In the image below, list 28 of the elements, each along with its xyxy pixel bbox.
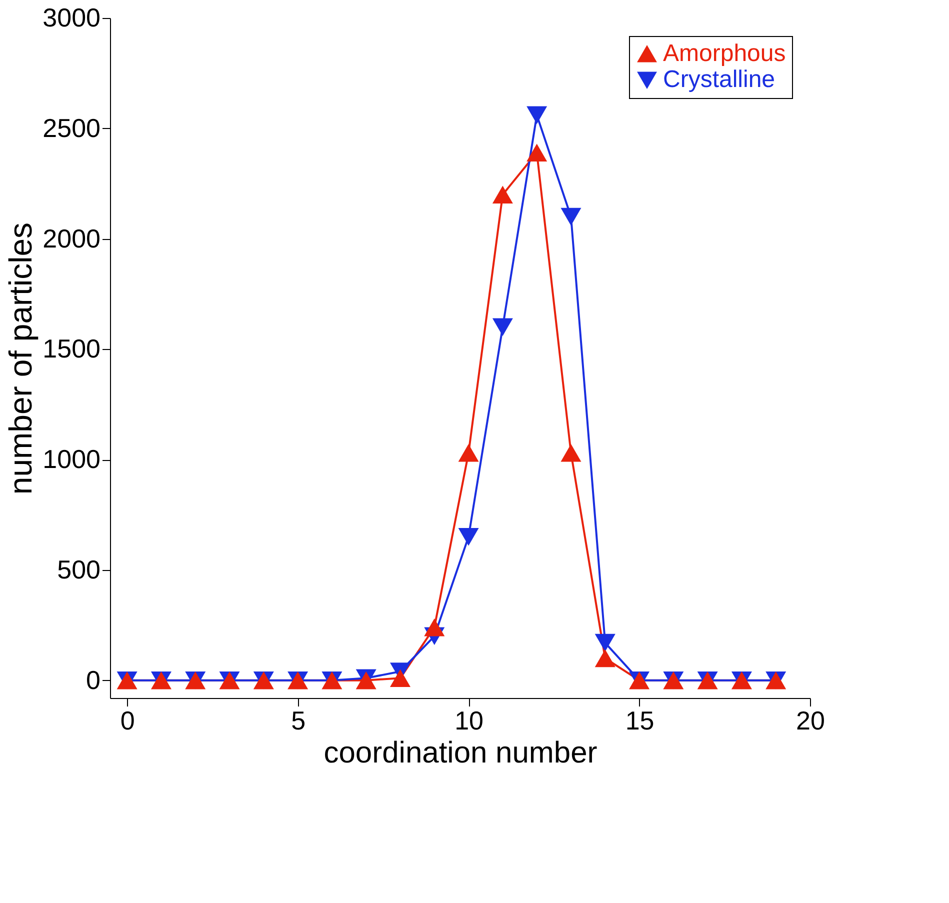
x-tick-label: 15 <box>625 706 654 736</box>
point <box>526 144 548 162</box>
y-tick-label: 1000 <box>42 444 100 474</box>
legend-label: Crystalline <box>663 66 776 93</box>
point <box>492 186 513 204</box>
point <box>424 618 445 636</box>
point <box>594 649 616 668</box>
point <box>560 444 582 462</box>
point <box>458 444 479 462</box>
y-tick-label: 3000 <box>42 2 100 32</box>
y-tick-label: 2000 <box>42 223 100 254</box>
x-tick-label: 10 <box>454 706 484 736</box>
x-tick-label: 5 <box>291 706 306 736</box>
point <box>390 669 410 688</box>
y-axis-title: number of particles <box>2 222 39 495</box>
point <box>594 634 616 652</box>
y-tick-label: 500 <box>57 554 100 584</box>
x-tick-label: 0 <box>120 706 135 736</box>
point <box>458 528 479 546</box>
y-tick-label: 0 <box>86 664 100 695</box>
point <box>492 318 513 336</box>
y-tick-label: 2500 <box>42 112 100 143</box>
y-tick-label: 1500 <box>42 334 100 364</box>
x-axis-title: coordination number <box>324 736 598 770</box>
legend-label: Amorphous <box>663 40 786 67</box>
point <box>560 208 582 226</box>
x-tick-label: 20 <box>796 706 825 736</box>
point <box>526 106 548 124</box>
